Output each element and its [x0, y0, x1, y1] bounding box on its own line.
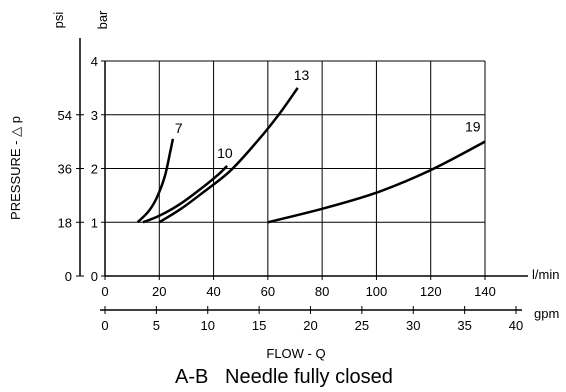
x2-unit-label: gpm: [534, 306, 559, 321]
y-tick-label: 3: [91, 108, 98, 123]
y2-tick-label: 0: [65, 269, 72, 284]
x2-tick-label: 10: [201, 318, 215, 333]
series-line-10: [142, 164, 229, 224]
x2-tick-label: 5: [153, 318, 160, 333]
series-label-19: 19: [465, 119, 481, 135]
x2-tick-label: 0: [101, 318, 108, 333]
y2-tick-label: 36: [58, 162, 72, 177]
x-tick-label: 40: [206, 284, 220, 299]
series-line-13: [158, 87, 299, 224]
y2-unit-label: psi: [51, 12, 66, 29]
x2-tick-label: 40: [509, 318, 523, 333]
x-tick-label: 0: [101, 284, 108, 299]
x-unit-label: l/min: [532, 267, 559, 282]
series-label-10: 10: [217, 145, 233, 161]
y-unit-label: bar: [95, 10, 110, 29]
x2-tick-label: 25: [355, 318, 369, 333]
x-tick-label: 60: [261, 284, 275, 299]
x2-tick-label: 20: [303, 318, 317, 333]
x2-tick-label: 30: [406, 318, 420, 333]
axes: [76, 38, 528, 314]
x2-tick-label: 35: [457, 318, 471, 333]
x-tick-label: 100: [366, 284, 388, 299]
y-axis-title: PRESSURE - △ p: [8, 116, 23, 220]
x-tick-label: 120: [420, 284, 442, 299]
x-tick-label: 80: [315, 284, 329, 299]
y2-tick-label: 54: [58, 108, 72, 123]
y-tick-label: 4: [91, 54, 98, 69]
y2-tick-label: 18: [58, 215, 72, 230]
series-line-19: [267, 140, 486, 224]
series-label-7: 7: [175, 120, 183, 136]
y-tick-label: 2: [91, 162, 98, 177]
x2-tick-label: 15: [252, 318, 266, 333]
y-tick-label: 1: [91, 215, 98, 230]
y-tick-label: 0: [91, 269, 98, 284]
series-line-7: [136, 138, 175, 224]
series-label-13: 13: [294, 67, 310, 83]
x-axis-title: FLOW - Q: [266, 346, 325, 361]
series-lines: [136, 87, 486, 224]
chart-caption: A-B Needle fully closed: [175, 366, 393, 388]
x-tick-label: 140: [474, 284, 496, 299]
x-tick-label: 20: [152, 284, 166, 299]
